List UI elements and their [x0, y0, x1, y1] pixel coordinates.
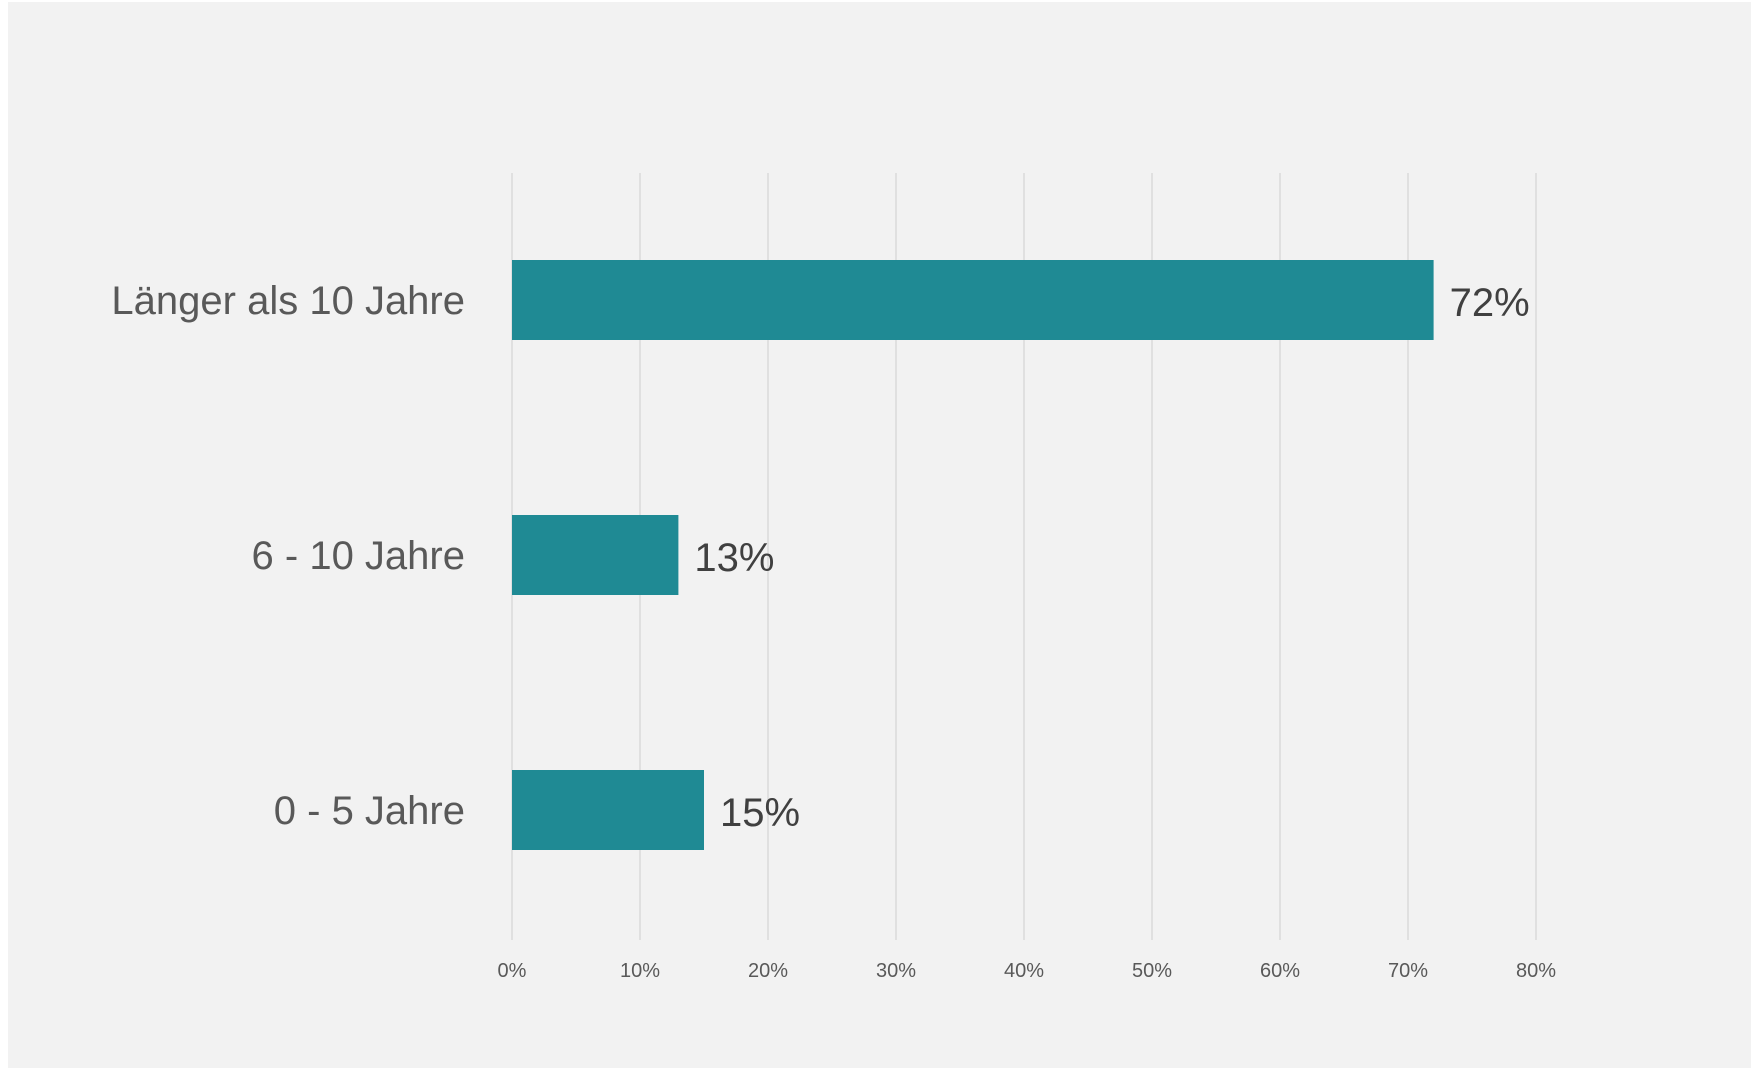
- x-tick-label: 10%: [620, 960, 660, 982]
- data-label: 13%: [694, 536, 774, 580]
- bar-0: [512, 260, 1434, 340]
- x-tick-label: 50%: [1132, 960, 1172, 982]
- x-tick-label: 60%: [1260, 960, 1300, 982]
- x-tick-label: 70%: [1388, 960, 1428, 982]
- category-label: 0 - 5 Jahre: [274, 789, 465, 833]
- data-label: 15%: [720, 791, 800, 835]
- x-tick-label: 40%: [1004, 960, 1044, 982]
- x-tick-label: 30%: [876, 960, 916, 982]
- labels: 0% 10% 20% 30% 40% 50% 60% 70% 80% Länger als 10 …: [111, 279, 1556, 982]
- x-tick-label: 80%: [1516, 960, 1556, 982]
- x-tick-label: 0%: [498, 960, 527, 982]
- x-tick-label: 20%: [748, 960, 788, 982]
- bars: [512, 260, 1434, 850]
- bar-2: [512, 770, 704, 850]
- bar-1: [512, 515, 679, 595]
- category-label: 6 - 10 Jahre: [252, 534, 465, 578]
- data-label: 72%: [1450, 281, 1530, 325]
- chart-area: [8, 2, 1751, 1068]
- category-label: Länger als 10 Jahre: [111, 279, 465, 323]
